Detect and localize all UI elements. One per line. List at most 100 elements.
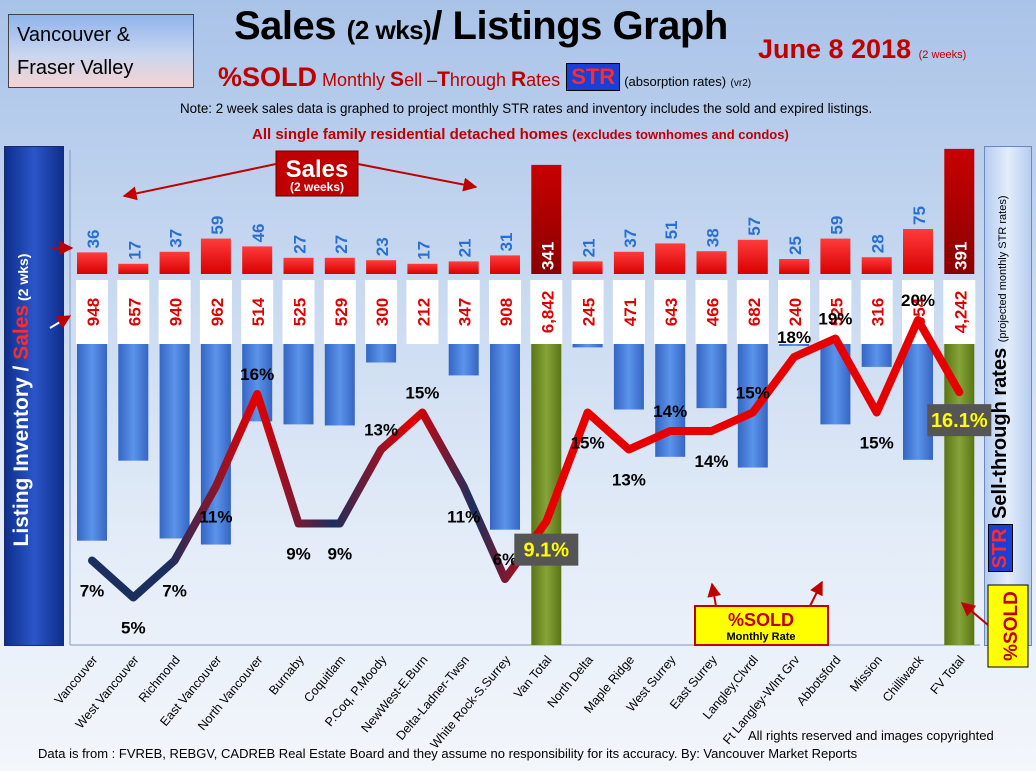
listing-label-backdrop [241,280,274,344]
listing-value-label: 525 [827,298,846,326]
sales-bar [944,148,975,274]
subtitle-S: S [390,68,405,91]
sales-value-label: 75 [910,206,929,225]
listing-label-backdrop [199,280,232,344]
subtitle-pct-sold: %SOLD [218,62,318,92]
category-label: Chilliwack [880,652,927,704]
subtitle-hrough: hrough [449,70,511,90]
sales-callout: Sales (2 weeks) [122,150,478,201]
subtitle-T: T [437,68,450,91]
listing-value-label: 657 [125,298,144,326]
listing-value-label: 347 [456,298,475,326]
listing-label-backdrop [406,280,439,344]
category-label: White Rock-S.Surrey [428,652,514,751]
pct-sold-label: 11% [447,508,480,527]
note-text: Note: 2 week sales data is graphed to pr… [180,101,873,116]
pct-sold-label: 15% [571,434,605,453]
sales-bar [655,243,686,274]
sales-bar [696,251,727,274]
sales-value-label: 31 [497,232,516,251]
category-label: Burnaby [266,652,307,697]
right-pct-arrow [960,602,989,626]
pct-sold-label: 5% [121,619,146,638]
listing-value-label: 6,842 [538,291,557,334]
listing-value-label: 316 [869,298,888,326]
pct-sold-label: 16% [240,365,274,384]
listing-value-label: 529 [332,298,351,326]
pct-sold-label: 19% [818,310,852,329]
sales-value-label: 37 [621,229,640,248]
sales-bar [531,164,562,274]
pct-sold-label: 20% [901,291,935,310]
detached-homes-note: All single family residential detached h… [252,126,789,143]
listing-label-backdrop [489,280,521,344]
listing-value-label: 525 [291,298,310,326]
sales-callout-arrow-right [357,163,478,192]
pct-sold-label: 7% [162,582,187,601]
pct-total-label: 9.1% [524,540,570,562]
sales-bar [448,261,479,274]
sales-bar [242,246,273,274]
sales-value-label: 27 [332,235,351,254]
listing-label-backdrop [778,280,811,344]
date-main: June 8 2018 [758,34,912,64]
listing-label-backdrop [158,280,191,344]
sales-value-label: 28 [869,234,888,253]
sales-value-label: 27 [291,235,310,254]
listing-value-label: 300 [373,298,392,326]
pct-sold-label: 15% [405,384,439,403]
title-paren: (2 wks) [346,15,432,45]
region-label-box: Vancouver & Fraser Valley [8,14,194,88]
pct-callout-arrow-left [707,582,722,607]
listing-label-backdrop [943,280,976,344]
listing-label-backdrop [819,280,852,344]
copyright-note: All rights reserved and images copyright… [748,728,994,743]
sales-bar [861,257,892,274]
listing-value-label: 471 [621,298,640,326]
category-label: Abbotsford [794,653,844,708]
listing-label-backdrop [117,280,150,344]
sales-value-label: 57 [745,217,764,236]
pct-sold-label: 6% [493,550,518,569]
listing-label-backdrop [736,280,769,344]
sales-callout-box [275,150,359,197]
sales-value-label: 21 [580,238,599,257]
pct-callout-box [694,605,829,646]
sales-value-label: 25 [786,236,805,255]
pct-callout-text: %SOLD [728,610,794,630]
listing-label-backdrop [654,280,687,344]
pct-callout-arrow-right [809,580,823,607]
sales-value-label: 17 [125,241,144,260]
listing-value-label: 948 [84,298,103,326]
pct-sold-label: 15% [860,434,894,453]
left-listing-arrow [49,315,72,329]
sales-bar [159,251,190,274]
listing-value-label: 682 [745,298,764,326]
subtitle-line: %SOLD Monthly Sell –Through Rates STR (abs… [218,62,751,93]
subtitle-version: (vr2) [730,78,752,89]
sales-bar [118,263,149,274]
sales-value-label: 37 [167,229,186,248]
sales-callout-sub: (2 weeks) [290,180,344,194]
report-date: June 8 2018 (2 weeks) [758,34,966,65]
listing-value-label: 514 [249,297,268,326]
str-badge: STR [566,63,621,91]
pct-total-label: 16.1% [931,410,988,432]
listing-value-label: 245 [580,298,599,326]
pct-total-box [927,404,992,437]
pct-sold-label: 13% [364,421,398,440]
sales-bar [820,238,851,274]
sales-value-label: 23 [373,237,392,256]
title-rest: / Listings Graph [431,4,728,48]
listing-value-label: 940 [167,298,186,326]
sales-value-label: 59 [208,216,227,235]
sales-value-label: 38 [704,228,723,247]
page-title: Sales (2 wks)/ Listings Graph [234,4,728,49]
pct-sold-label: 18% [777,328,811,347]
subtitle-ell: ell – [404,70,438,90]
sales-value-label: 59 [827,216,846,235]
listing-label-backdrop [612,280,645,344]
region-line-2: Fraser Valley [17,57,134,79]
sales-bar [407,263,438,274]
